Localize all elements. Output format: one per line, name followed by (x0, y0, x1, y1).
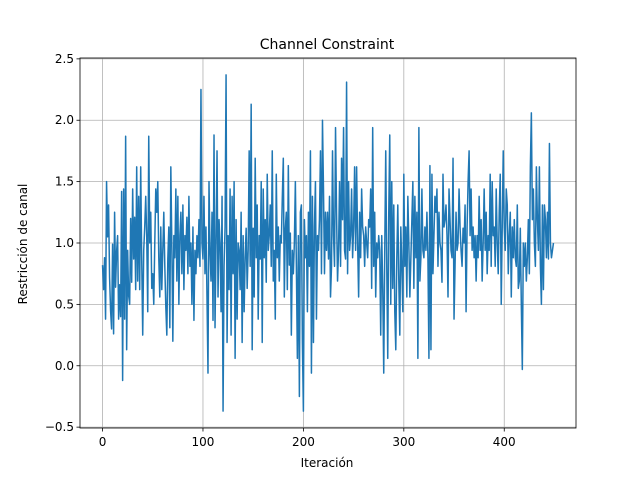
x-tick-label: 0 (99, 435, 107, 449)
x-tick-label: 100 (192, 435, 215, 449)
y-tick-label: 0.0 (55, 359, 74, 373)
x-tick-label: 400 (493, 435, 516, 449)
y-tick-label: 2.5 (55, 52, 74, 66)
y-tick-label: 0.5 (55, 297, 74, 311)
y-tick-label: 1.0 (55, 236, 74, 250)
y-tick-label: 2.0 (55, 113, 74, 127)
plot-area: 0 100 200 300 400 −0.5 0.0 0.5 1.0 1.5 2.0 2.5 (45, 52, 577, 449)
x-tick-label: 200 (292, 435, 315, 449)
data-line (101, 74, 555, 412)
x-axis-label: Iteración (301, 456, 354, 470)
y-axis-label: Restricción de canal (16, 184, 30, 305)
x-tick-label: 300 (392, 435, 415, 449)
y-tick-label: −0.5 (45, 420, 74, 434)
axes-frame (79, 57, 577, 429)
y-tick-label: 1.5 (55, 175, 74, 189)
chart-title: Channel Constraint (260, 37, 395, 53)
